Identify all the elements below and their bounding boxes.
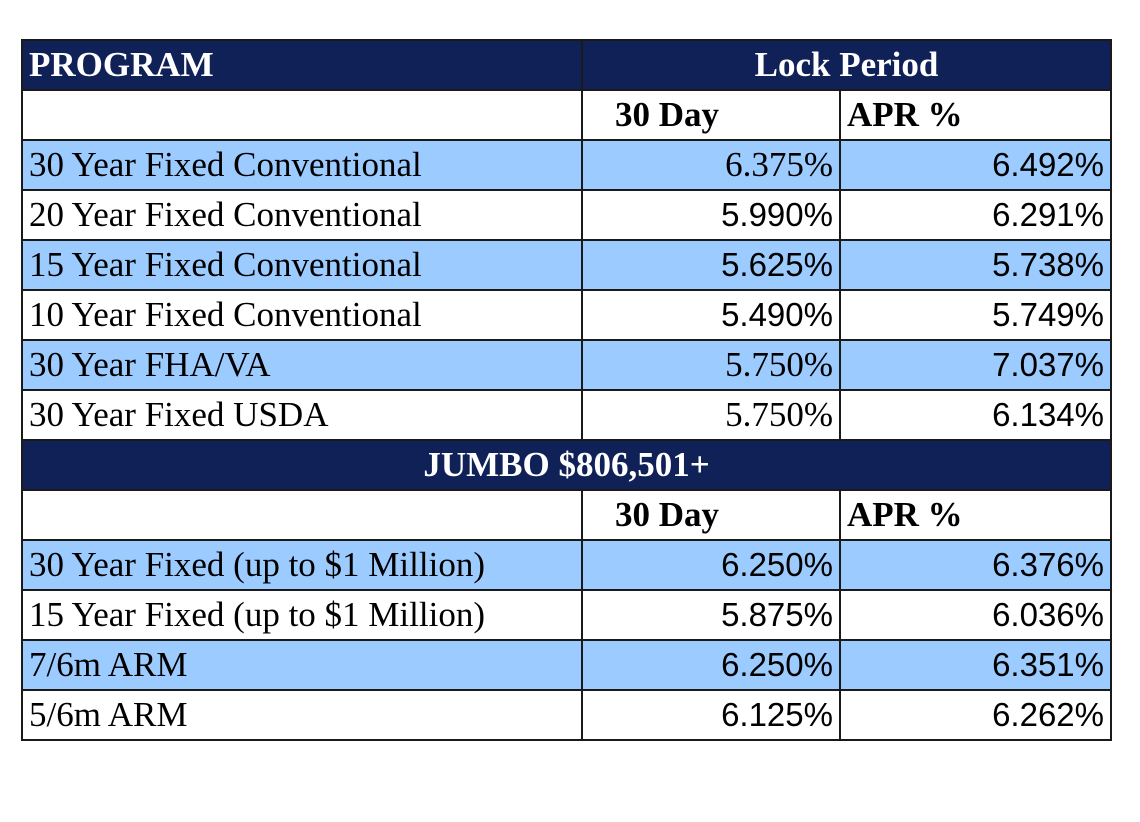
30-day-column-header: 30 Day <box>581 489 841 541</box>
program-name: 30 Year Fixed USDA <box>21 389 583 441</box>
program-name: 30 Year Fixed Conventional <box>21 139 583 191</box>
table-row: 30 Year Fixed (up to $1 Million) 6.250% … <box>21 539 1113 591</box>
rate-30day: 6.250% <box>581 539 841 591</box>
apr-value: 6.492% <box>838 139 1113 191</box>
table-row: 7/6m ARM 6.250% 6.351% <box>21 639 1113 691</box>
rates-table: PROGRAM Lock Period 30 Day APR % 30 Year… <box>20 39 1113 741</box>
program-name: 15 Year Fixed (up to $1 Million) <box>21 589 583 641</box>
table-row: 10 Year Fixed Conventional 5.490% 5.749% <box>21 289 1113 341</box>
apr-value: 5.738% <box>838 239 1113 291</box>
table-row: 15 Year Fixed (up to $1 Million) 5.875% … <box>21 589 1113 641</box>
table-row: 15 Year Fixed Conventional 5.625% 5.738% <box>21 239 1113 291</box>
program-name: 30 Year Fixed (up to $1 Million) <box>21 539 583 591</box>
table-row: 30 Year Fixed USDA 5.750% 6.134% <box>21 389 1113 441</box>
apr-value: 6.291% <box>838 189 1113 241</box>
program-name: 5/6m ARM <box>21 689 583 741</box>
program-name: 30 Year FHA/VA <box>21 339 583 391</box>
rate-30day: 6.125% <box>581 689 841 741</box>
table-row: 20 Year Fixed Conventional 5.990% 6.291% <box>21 189 1113 241</box>
program-name: 10 Year Fixed Conventional <box>21 289 583 341</box>
blank-cell <box>21 89 583 141</box>
apr-value: 6.134% <box>838 389 1113 441</box>
table-row: 5/6m ARM 6.125% 6.262% <box>21 689 1113 741</box>
table-row: 30 Year Fixed Conventional 6.375% 6.492% <box>21 139 1113 191</box>
column-subheader-row: 30 Day APR % <box>21 89 1113 141</box>
rate-30day: 5.990% <box>581 189 841 241</box>
lock-period-header: Lock Period <box>580 39 1113 91</box>
apr-column-header: APR % <box>838 489 1113 541</box>
apr-value: 7.037% <box>838 339 1113 391</box>
program-name: 20 Year Fixed Conventional <box>21 189 583 241</box>
jumbo-subheader-row: 30 Day APR % <box>21 489 1113 541</box>
apr-value: 6.351% <box>838 639 1113 691</box>
jumbo-title: JUMBO $806,501+ <box>20 439 1113 491</box>
apr-value: 6.376% <box>838 539 1113 591</box>
table-header-row: PROGRAM Lock Period <box>21 39 1113 91</box>
apr-value: 6.262% <box>838 689 1113 741</box>
program-name: 7/6m ARM <box>21 639 583 691</box>
rate-30day: 5.875% <box>581 589 841 641</box>
30-day-column-header: 30 Day <box>581 89 841 141</box>
apr-value: 5.749% <box>838 289 1113 341</box>
program-header: PROGRAM <box>21 39 583 91</box>
rate-30day: 5.750% <box>581 389 841 441</box>
blank-cell <box>21 489 583 541</box>
rate-30day: 6.375% <box>581 139 841 191</box>
apr-value: 6.036% <box>838 589 1113 641</box>
table-row: 30 Year FHA/VA 5.750% 7.037% <box>21 339 1113 391</box>
apr-column-header: APR % <box>838 89 1113 141</box>
rate-30day: 5.750% <box>581 339 841 391</box>
rate-30day: 6.250% <box>581 639 841 691</box>
program-name: 15 Year Fixed Conventional <box>21 239 583 291</box>
rate-30day: 5.625% <box>581 239 841 291</box>
jumbo-header-row: JUMBO $806,501+ <box>20 439 1113 491</box>
rate-30day: 5.490% <box>581 289 841 341</box>
